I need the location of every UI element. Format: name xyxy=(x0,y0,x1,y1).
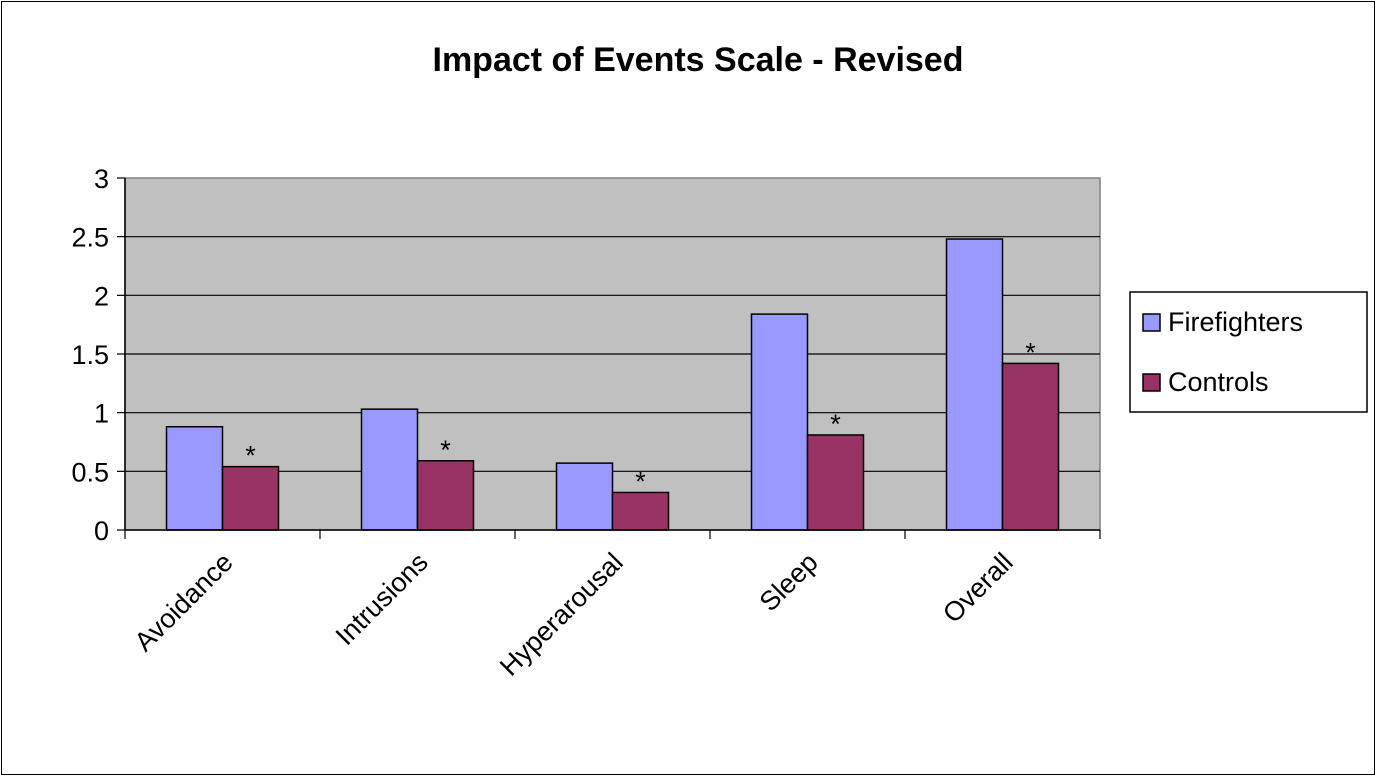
bar-firefighters xyxy=(945,238,1004,531)
axes xyxy=(117,177,1101,539)
bar-firefighters xyxy=(750,313,809,531)
bar-controls xyxy=(1001,362,1060,531)
bar-controls xyxy=(611,491,670,531)
legend-label-controls: Controls xyxy=(1168,367,1269,397)
bar-controls xyxy=(221,465,280,531)
bar-firefighters xyxy=(165,425,224,531)
bars xyxy=(165,238,1060,531)
y-tick-label: 1.5 xyxy=(71,340,109,370)
y-tick-label: 0 xyxy=(94,516,109,546)
category-label: Hyperarousal xyxy=(494,547,629,682)
significance-marker: * xyxy=(245,441,256,471)
significance-markers: * * * * * xyxy=(245,337,1036,496)
y-tick-label: 2 xyxy=(94,281,109,311)
gridlines xyxy=(125,236,1100,472)
bar-controls xyxy=(416,460,475,531)
bar-controls xyxy=(806,434,865,531)
significance-marker: * xyxy=(1025,337,1036,367)
y-tick-label: 0.5 xyxy=(71,457,109,487)
y-tick-label: 3 xyxy=(94,164,109,194)
bar-firefighters xyxy=(360,408,419,531)
legend-box xyxy=(1129,291,1368,413)
y-tick-labels: 0 0.5 1 1.5 2 2.5 3 xyxy=(71,164,109,546)
category-label: Avoidance xyxy=(129,547,239,657)
chart-title: Impact of Events Scale - Revised xyxy=(433,41,964,79)
category-label: Intrusions xyxy=(330,547,434,651)
significance-marker: * xyxy=(440,435,451,465)
category-label: Sleep xyxy=(754,547,824,617)
legend-swatch-controls xyxy=(1142,373,1161,392)
significance-marker: * xyxy=(830,409,841,439)
y-tick-label: 1 xyxy=(94,399,109,429)
category-labels: Avoidance Intrusions Hyperarousal Sleep Over… xyxy=(129,547,1019,682)
legend-label-firefighters: Firefighters xyxy=(1168,307,1303,337)
y-tick-label: 2.5 xyxy=(71,223,109,253)
significance-marker: * xyxy=(635,466,646,496)
legend-swatch-firefighters xyxy=(1142,313,1161,332)
legend: Firefighters Controls xyxy=(1129,291,1368,413)
category-label: Overall xyxy=(937,547,1019,629)
bar-firefighters xyxy=(555,462,614,531)
